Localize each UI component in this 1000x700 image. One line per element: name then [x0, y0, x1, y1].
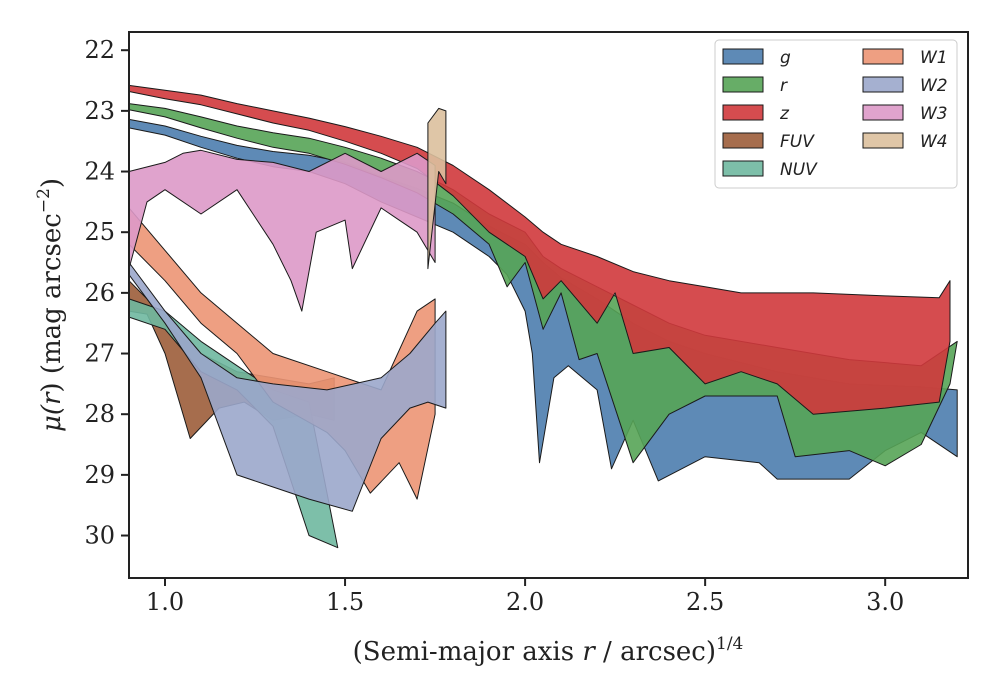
x-tick-label: 2.5	[686, 588, 724, 616]
x-tick-label: 3.0	[866, 588, 904, 616]
legend-swatch-z	[722, 104, 764, 121]
legend-label-g: g	[780, 48, 791, 68]
band-area-w3	[128, 149, 436, 312]
legend-label-w2: W2	[920, 76, 948, 96]
legend-label-r: r	[780, 76, 788, 96]
legend-label-z: z	[779, 104, 790, 124]
legend-label-nuv: NUV	[780, 160, 818, 180]
legend-label-w1: W1	[920, 48, 948, 68]
legend-swatch-nuv	[722, 160, 764, 177]
x-tick-label: 1.0	[146, 588, 184, 616]
legend-swatch-w1	[862, 48, 904, 65]
x-axis-ticks: 1.0 1.5 2.0 2.5 3.0	[146, 578, 904, 616]
legend-swatch-w2	[862, 76, 904, 93]
y-tick-label: 22	[84, 36, 115, 64]
x-tick-label: 1.5	[326, 588, 364, 616]
legend-swatch-fuv	[722, 132, 764, 149]
legend: grz FUV NUV W1 W2 W3 W4	[714, 39, 958, 189]
y-tick-label: 29	[84, 461, 115, 489]
y-tick-label: 28	[84, 400, 115, 428]
legend-swatch-w3	[862, 104, 904, 121]
y-tick-label: 25	[84, 218, 115, 246]
y-tick-label: 27	[84, 340, 115, 368]
y-tick-label: 30	[84, 522, 115, 550]
legend-label-fuv: FUV	[780, 132, 815, 152]
band-areas	[128, 84, 958, 549]
band-area-w2	[128, 262, 447, 512]
x-axis-label: (Semi-major axis r / arcsec)1/4	[353, 634, 744, 667]
plot-frame	[128, 31, 969, 579]
y-tick-label: 23	[84, 97, 115, 125]
legend-label-w3: W3	[920, 104, 948, 124]
legend-swatch-g	[722, 48, 764, 65]
band-area-z	[128, 84, 951, 415]
y-axis-ticks: 22 23 24 25 26 27 28 29 30	[84, 36, 129, 550]
y-axis-label: μ(r) (mag arcsec−2)	[34, 178, 67, 432]
y-tick-label: 24	[84, 158, 115, 186]
legend-swatch-r	[722, 76, 764, 93]
x-tick-label: 2.0	[506, 588, 544, 616]
y-tick-label: 26	[84, 279, 115, 307]
legend-label-w4: W4	[920, 132, 948, 152]
legend-swatch-w4	[862, 132, 904, 149]
band-area-w4	[427, 107, 447, 270]
